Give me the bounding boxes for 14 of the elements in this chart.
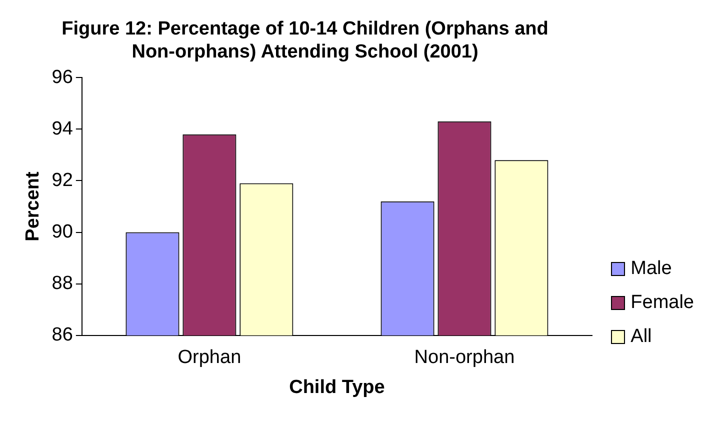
y-tick-label: 88 bbox=[52, 273, 73, 294]
y-axis-title: Percent bbox=[22, 170, 44, 242]
legend-label: All bbox=[630, 326, 652, 348]
y-tick-label: 90 bbox=[52, 222, 73, 243]
legend-label: Male bbox=[630, 258, 672, 280]
y-tick-label: 94 bbox=[52, 118, 74, 140]
chart-title: Figure 12: Percentage of 10-14 Children (Orphans and Non-orphans) Attending School (2001) bbox=[62, 18, 548, 62]
y-tick-label: 86 bbox=[52, 324, 73, 346]
y-tick-label: 96 bbox=[52, 66, 73, 88]
x-tick-label: Non-orphan bbox=[414, 347, 515, 368]
y-tick-label: 92 bbox=[52, 170, 73, 191]
x-axis-title: Child Type bbox=[289, 376, 385, 398]
legend-label: Female bbox=[630, 292, 694, 314]
x-tick-label: Orphan bbox=[178, 347, 242, 368]
